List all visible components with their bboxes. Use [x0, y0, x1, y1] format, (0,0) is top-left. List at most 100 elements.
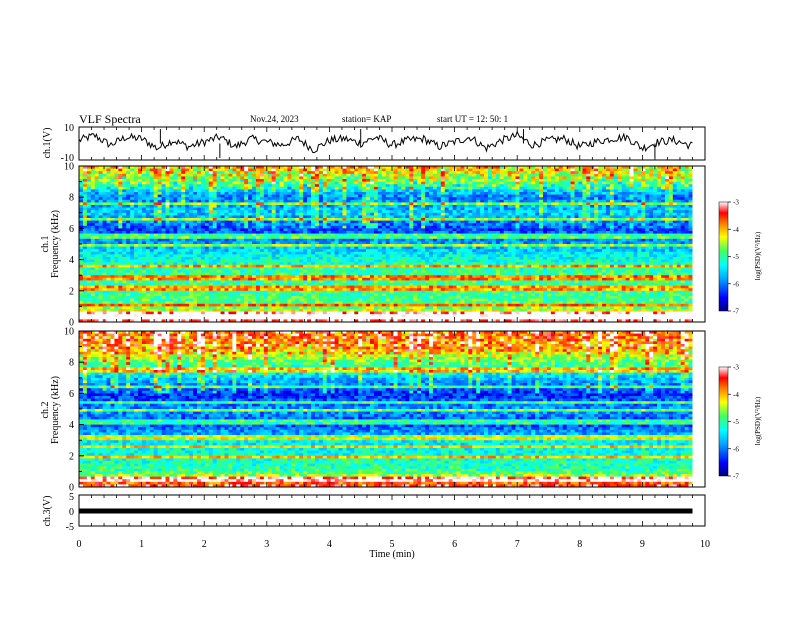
- spectrogram-cell: [586, 189, 590, 192]
- spectrogram-cell: [401, 234, 405, 237]
- spectrogram-cell: [453, 223, 457, 226]
- spectrogram-cell: [232, 202, 236, 205]
- spectrogram-cell: [519, 228, 523, 231]
- spectrogram-cell: [516, 218, 520, 221]
- spectrogram-cell: [539, 223, 543, 226]
- spectrogram-cell: [559, 210, 563, 213]
- spectrogram-cell: [429, 176, 433, 179]
- spectrogram-cell: [252, 176, 256, 179]
- spectrogram-cell: [578, 192, 582, 195]
- spectrogram-cell: [217, 179, 221, 182]
- spectrogram-cell: [453, 202, 457, 205]
- spectrogram-cell: [457, 182, 461, 185]
- spectrogram-cell: [645, 200, 649, 203]
- spectrogram-cell: [618, 236, 622, 239]
- spectrogram-cell: [606, 228, 610, 231]
- spectrogram-cell: [496, 208, 500, 211]
- spectrogram-cell: [142, 226, 146, 229]
- spectrogram-cell: [661, 239, 665, 242]
- spectrogram-cell: [323, 228, 327, 231]
- spectrogram-cell: [523, 174, 527, 177]
- spectrogram-cell: [417, 174, 421, 177]
- spectrogram-cell: [264, 226, 268, 229]
- spectrogram-cell: [130, 236, 134, 239]
- spectrogram-cell: [535, 195, 539, 198]
- spectrogram-cell: [311, 234, 315, 237]
- spectrogram-cell: [622, 195, 626, 198]
- spectrogram-cell: [582, 221, 586, 224]
- spectrogram-cell: [645, 244, 649, 247]
- spectrogram-cell: [240, 176, 244, 179]
- spectrogram-cell: [142, 215, 146, 218]
- spectrogram-cell: [476, 208, 480, 211]
- spectrogram-cell: [95, 192, 99, 195]
- spectrogram-cell: [480, 226, 484, 229]
- spectrogram-cell: [488, 208, 492, 211]
- spectrogram-cell: [476, 171, 480, 174]
- spectrogram-cell: [598, 213, 602, 216]
- spectrogram-cell: [193, 218, 197, 221]
- spectrogram-cell: [598, 205, 602, 208]
- spectrogram-cell: [602, 192, 606, 195]
- spectrogram-cell: [401, 236, 405, 239]
- spectrogram-cell: [319, 169, 323, 172]
- spectrogram-cell: [602, 213, 606, 216]
- spectrogram-cell: [150, 215, 154, 218]
- spectrogram-cell: [637, 226, 641, 229]
- spectrogram-cell: [468, 184, 472, 187]
- spectrogram-cell: [319, 241, 323, 244]
- spectrogram-cell: [264, 247, 268, 250]
- spectrogram-cell: [95, 234, 99, 237]
- spectrogram-cell: [362, 210, 366, 213]
- spectrogram-cell: [232, 247, 236, 250]
- spectrogram-cell: [453, 179, 457, 182]
- spectrogram-cell: [496, 195, 500, 198]
- spectrogram-cell: [685, 197, 689, 200]
- spectrogram-cell: [437, 247, 441, 250]
- spectrogram-cell: [508, 221, 512, 224]
- spectrogram-cell: [264, 179, 268, 182]
- spectrogram-cell: [291, 202, 295, 205]
- spectrogram-cell: [460, 197, 464, 200]
- spectrogram-cell: [460, 228, 464, 231]
- spectrogram-cell: [122, 247, 126, 250]
- spectrogram-cell: [169, 215, 173, 218]
- spectrogram-cell: [433, 187, 437, 190]
- spectrogram-cell: [264, 241, 268, 244]
- spectrogram-cell: [610, 241, 614, 244]
- spectrogram-cell: [610, 187, 614, 190]
- spectrogram-cell: [398, 247, 402, 250]
- spectrogram-cell: [240, 247, 244, 250]
- spectrogram-cell: [185, 179, 189, 182]
- spectrogram-cell: [445, 200, 449, 203]
- spectrogram-cell: [185, 169, 189, 172]
- spectrogram-cell: [590, 234, 594, 237]
- spectrogram-cell: [327, 169, 331, 172]
- spectrogram-cell: [217, 244, 221, 247]
- spectrogram-cell: [633, 189, 637, 192]
- spectrogram-cell: [468, 195, 472, 198]
- spectrogram-cell: [681, 236, 685, 239]
- spectrogram-cell: [138, 179, 142, 182]
- spectrogram-cell: [166, 192, 170, 195]
- spectrogram-cell: [535, 171, 539, 174]
- spectrogram-cell: [311, 200, 315, 203]
- spectrogram-cell: [437, 169, 441, 172]
- spectrogram-cell: [626, 241, 630, 244]
- spectrogram-cell: [232, 231, 236, 234]
- spectrogram-cell: [193, 210, 197, 213]
- spectrogram-cell: [166, 187, 170, 190]
- spectrogram-cell: [394, 241, 398, 244]
- spectrogram-cell: [457, 239, 461, 242]
- spectrogram-cell: [460, 187, 464, 190]
- spectrogram-cell: [661, 213, 665, 216]
- spectrogram-cell: [563, 208, 567, 211]
- spectrogram-cell: [331, 176, 335, 179]
- spectrogram-cell: [527, 247, 531, 250]
- spectrogram-cell: [547, 197, 551, 200]
- spectrogram-cell: [614, 223, 618, 226]
- spectrogram-cell: [181, 197, 185, 200]
- spectrogram-cell: [512, 202, 516, 205]
- spectrogram-cell: [661, 228, 665, 231]
